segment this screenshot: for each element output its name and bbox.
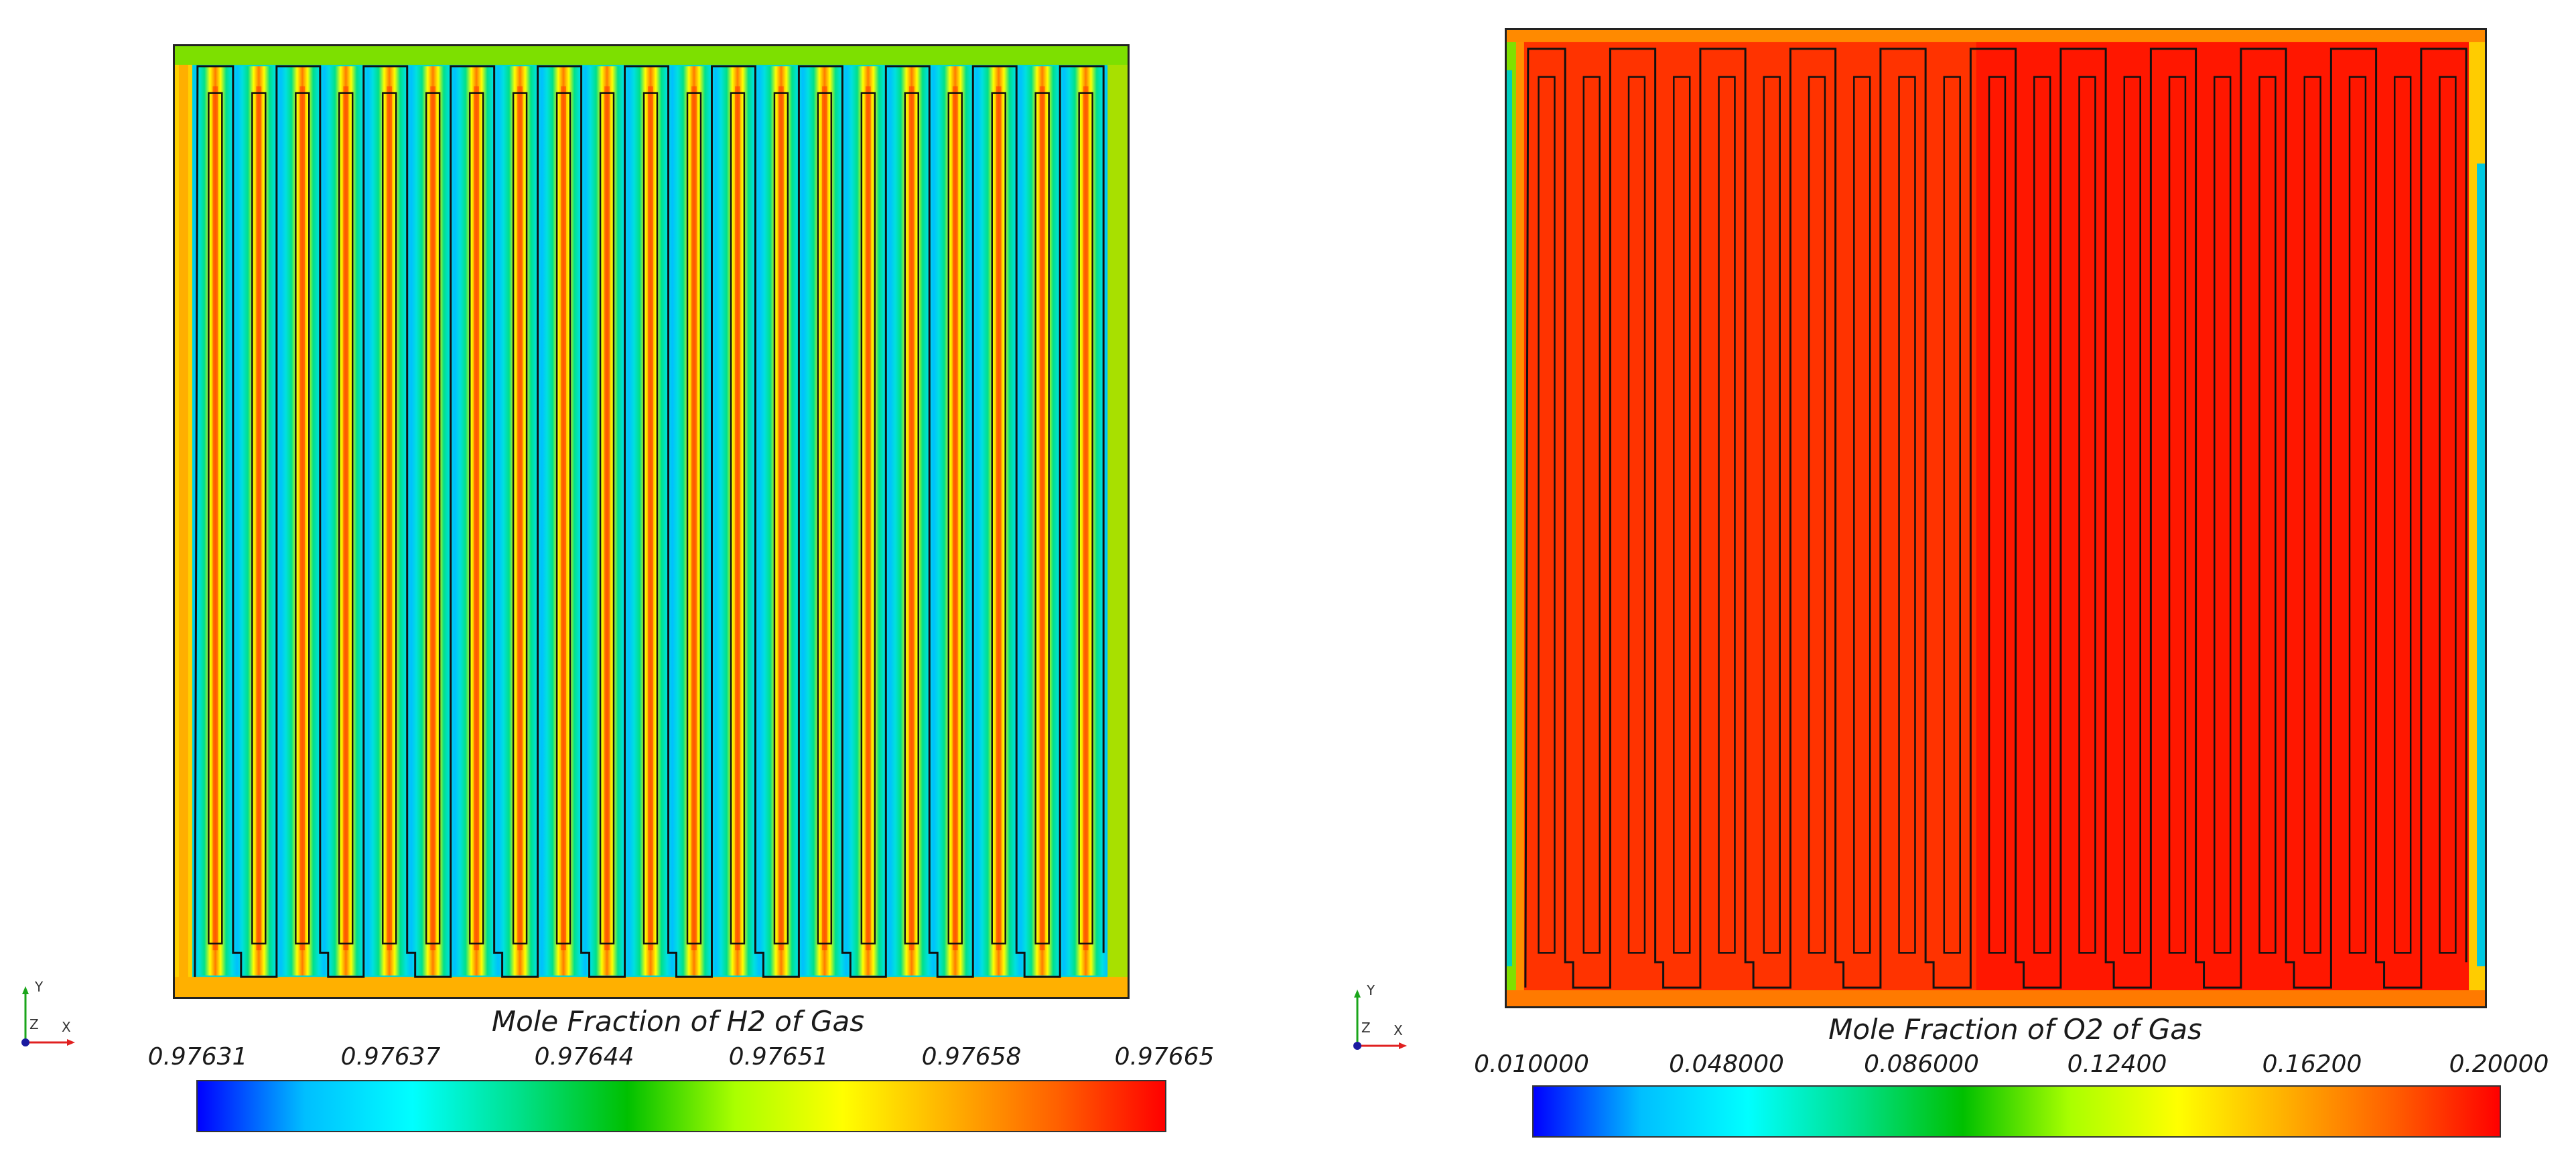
o2-tick-label: 0.12400 — [2067, 1050, 2167, 1078]
o2-field-graphic — [1507, 30, 2485, 1006]
triad-y-label: Y — [34, 979, 44, 995]
h2-tick-label: 0.97631 — [147, 1043, 248, 1071]
o2-tick-label: 0.20000 — [2449, 1050, 2549, 1078]
axes-triad-left: Y Z X — [16, 978, 76, 1052]
h2-tick-label: 0.97651 — [728, 1043, 829, 1071]
o2-colorbar — [1532, 1085, 2501, 1138]
h2-field-graphic — [175, 46, 1128, 997]
o2-legend-title: Mole Fraction of O2 of Gas — [1828, 1013, 2202, 1046]
triad-z-label: Z — [29, 1016, 39, 1032]
h2-tick-label: 0.97658 — [921, 1043, 1022, 1071]
triad-x-label: X — [62, 1019, 71, 1035]
o2-tick-label: 0.16200 — [2262, 1050, 2362, 1078]
triad-y-label: Y — [1366, 982, 1375, 998]
o2-tick-label: 0.048000 — [1669, 1050, 1784, 1078]
axes-triad-right: Y Z X — [1348, 981, 1408, 1055]
h2-contour-plot — [173, 44, 1130, 999]
h2-colorbar — [196, 1080, 1166, 1132]
h2-tick-label: 0.97644 — [534, 1043, 634, 1071]
h2-tick-label: 0.97637 — [340, 1043, 441, 1071]
triad-x-label: X — [1394, 1022, 1403, 1038]
o2-contour-plot — [1505, 28, 2487, 1008]
h2-tick-label: 0.97665 — [1114, 1043, 1215, 1071]
o2-tick-label: 0.010000 — [1474, 1050, 1589, 1078]
o2-tick-label: 0.086000 — [1864, 1050, 1979, 1078]
h2-legend-title: Mole Fraction of H2 of Gas — [491, 1005, 865, 1038]
triad-z-label: Z — [1361, 1020, 1371, 1036]
